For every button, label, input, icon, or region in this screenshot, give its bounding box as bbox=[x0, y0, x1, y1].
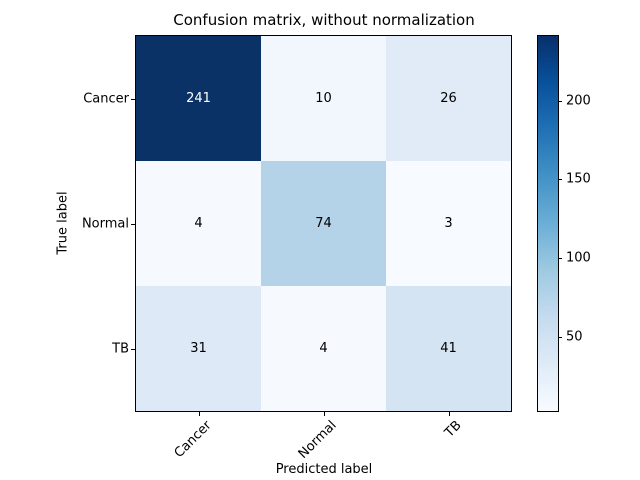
x-tick-label-normal: Normal bbox=[295, 418, 340, 462]
matrix-cell-cancer-normal: 10 bbox=[261, 36, 386, 161]
x-tick-mark bbox=[448, 411, 450, 416]
y-tick-mark bbox=[131, 223, 136, 225]
colorbar-gradient bbox=[538, 36, 558, 411]
colorbar-tick-label-150: 150 bbox=[566, 171, 591, 187]
colorbar-tick-label-100: 100 bbox=[566, 250, 591, 266]
x-axis-label: Predicted label bbox=[275, 462, 373, 477]
y-tick-mark bbox=[131, 98, 136, 100]
y-tick-mark bbox=[131, 348, 136, 350]
x-tick-label-tb: TB bbox=[441, 418, 465, 441]
colorbar-tick-label-200: 200 bbox=[566, 93, 591, 109]
colorbar-tick-label-50: 50 bbox=[566, 329, 583, 345]
colorbar bbox=[537, 35, 559, 412]
matrix-cell-normal-tb: 3 bbox=[386, 161, 511, 286]
matrix-cell-tb-cancer: 31 bbox=[136, 286, 261, 411]
colorbar-tick-mark bbox=[558, 258, 562, 260]
matrix-cell-normal-normal: 74 bbox=[261, 161, 386, 286]
matrix-cell-cancer-cancer: 241 bbox=[136, 36, 261, 161]
chart-title: Confusion matrix, without normalization bbox=[173, 11, 475, 29]
y-tick-label-cancer: Cancer bbox=[83, 91, 129, 106]
matrix-cell-normal-cancer: 4 bbox=[136, 161, 261, 286]
x-tick-mark bbox=[198, 411, 200, 416]
y-tick-label-normal: Normal bbox=[81, 216, 129, 231]
colorbar-tick-mark bbox=[558, 100, 562, 102]
y-tick-label-tb: TB bbox=[112, 341, 129, 356]
matrix-cell-tb-normal: 4 bbox=[261, 286, 386, 411]
colorbar-tick-mark bbox=[558, 179, 562, 181]
x-tick-label-cancer: Cancer bbox=[171, 418, 215, 461]
matrix-cell-tb-tb: 41 bbox=[386, 286, 511, 411]
x-tick-mark bbox=[323, 411, 325, 416]
matrix-cell-cancer-tb: 26 bbox=[386, 36, 511, 161]
heatmap-plot: 241 10 26 4 74 3 31 4 41 bbox=[135, 35, 512, 412]
colorbar-tick-mark bbox=[558, 336, 562, 338]
